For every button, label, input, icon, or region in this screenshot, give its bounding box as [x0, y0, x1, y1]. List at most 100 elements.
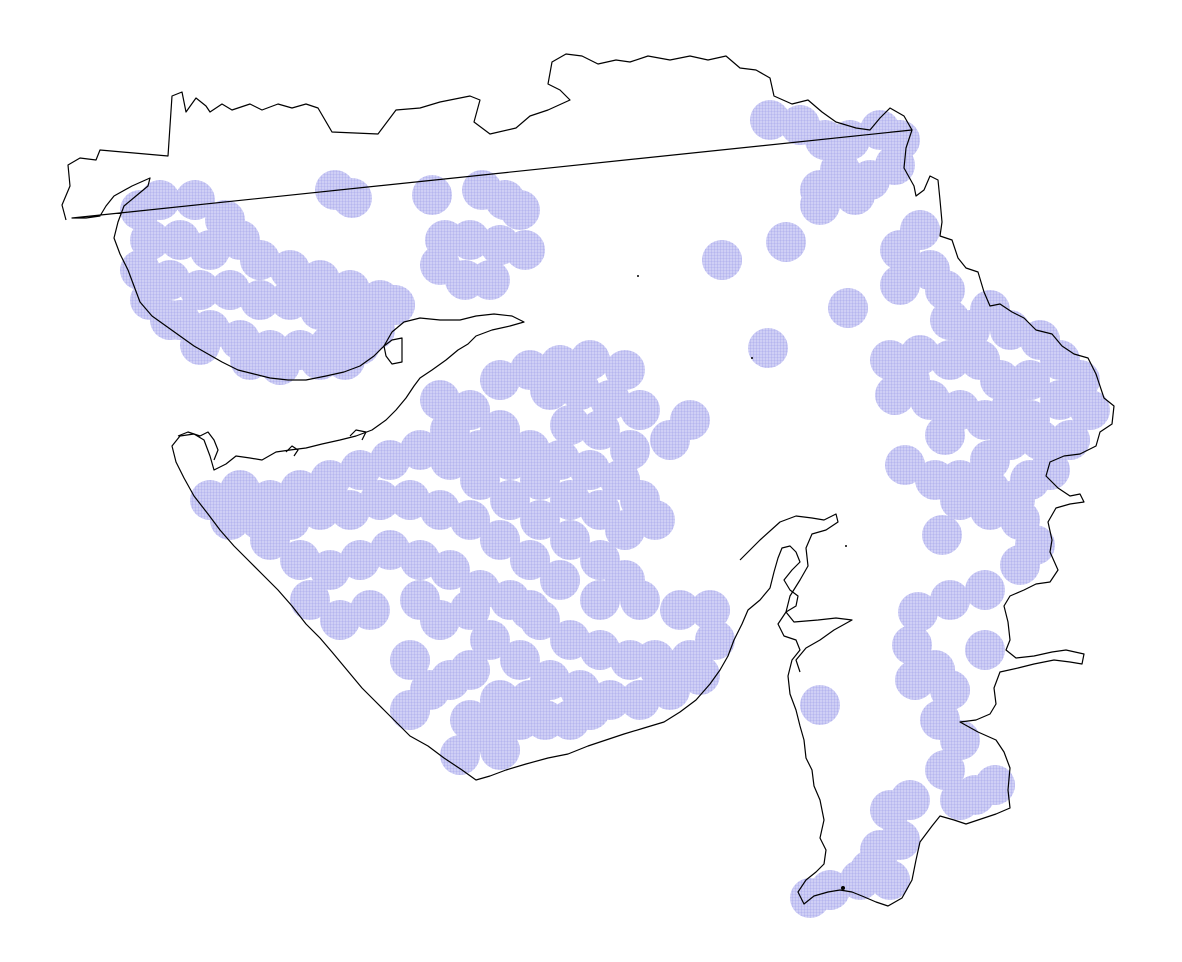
kutch-north-boundary [61, 53, 913, 221]
coverage-buffer [580, 410, 620, 450]
coverage-buffer [650, 670, 690, 710]
coverage-buffer [835, 175, 875, 215]
coverage-buffer [750, 100, 790, 140]
coverage-buffer [140, 180, 180, 220]
coverage-buffer [520, 500, 560, 540]
coverage-buffer [828, 288, 868, 328]
coverage-buffer [1010, 360, 1050, 400]
coverage-buffer [680, 655, 720, 695]
coverage-buffer [695, 620, 735, 660]
coverage-buffer [970, 440, 1010, 480]
coverage-buffer [875, 145, 915, 185]
coverage-buffer [875, 375, 915, 415]
coverage-buffer [390, 690, 430, 730]
coverage-buffer [885, 445, 925, 485]
coverage-buffer [975, 765, 1015, 805]
coverage-buffer [690, 590, 730, 630]
coverage-buffer [510, 540, 550, 580]
boundary-layer [61, 53, 1115, 907]
coverage-buffer [810, 870, 850, 910]
coverage-buffer [430, 440, 470, 480]
coverage-buffer [450, 220, 490, 260]
coverage-buffer [530, 370, 570, 410]
coverage-buffer [605, 350, 645, 390]
coverage-buffer [250, 520, 290, 560]
coverage-buffer [490, 480, 530, 520]
coverage-buffer [490, 440, 530, 480]
coverage-buffer [925, 270, 965, 310]
coverage-buffer [325, 340, 365, 380]
coverage-layer [120, 100, 1110, 918]
coverage-buffer [930, 340, 970, 380]
coverage-buffer [895, 660, 935, 700]
coverage-buffer [898, 592, 938, 632]
coverage-buffer [260, 345, 300, 385]
coverage-buffer [748, 328, 788, 368]
coverage-buffer [350, 590, 390, 630]
coverage-buffer [510, 680, 550, 720]
coverage-buffer [430, 410, 470, 450]
coverage-buffer [550, 520, 590, 560]
coverage-buffer [470, 620, 510, 660]
coverage-buffer [1000, 545, 1040, 585]
coverage-buffer [175, 180, 215, 220]
east-boundary [71, 129, 1115, 907]
coverage-buffer [660, 590, 700, 630]
coverage-buffer [300, 490, 340, 530]
coverage-buffer [880, 265, 920, 305]
coverage-buffer [620, 390, 660, 430]
coverage-buffer [965, 570, 1005, 610]
coverage-buffer [965, 630, 1005, 670]
coverage-buffer [925, 415, 965, 455]
coverage-buffer [1050, 420, 1090, 460]
coverage-buffer [925, 750, 965, 790]
coverage-buffer [480, 520, 520, 560]
coverage-buffer [150, 300, 190, 340]
coverage-buffer [940, 780, 980, 820]
coverage-buffer [570, 690, 610, 730]
coverage-buffer [990, 390, 1030, 430]
coverage-buffer [510, 590, 550, 630]
khambhat-gulf-east [739, 513, 853, 673]
little-rann-inlet [383, 337, 403, 365]
coverage-buffer [540, 560, 580, 600]
coverage-buffer [650, 420, 690, 460]
coverage-buffer [450, 650, 490, 690]
coverage-buffer [635, 640, 675, 680]
coverage-buffer [360, 480, 400, 520]
coverage-buffer [505, 230, 545, 270]
coverage-buffer [440, 735, 480, 775]
coverage-buffer [500, 640, 540, 680]
saurashtra-coast-north [177, 429, 367, 461]
coverage-buffer [480, 730, 520, 770]
coverage-buffer [450, 500, 490, 540]
coverage-buffer [605, 510, 645, 550]
coverage-buffer [470, 260, 510, 300]
coverage-buffer [520, 460, 560, 500]
coverage-buffer [332, 178, 372, 218]
coverage-buffer [930, 580, 970, 620]
coverage-buffer [940, 720, 980, 760]
coverage-buffer [500, 190, 540, 230]
coverage-buffer [800, 185, 840, 225]
coverage-buffer [460, 460, 500, 500]
coverage-buffer [180, 325, 220, 365]
coverage-buffer [1040, 380, 1080, 420]
coverage-buffer [870, 860, 910, 900]
coverage-buffer [450, 590, 490, 630]
coverage-buffer [180, 270, 220, 310]
coverage-buffer [430, 550, 470, 590]
coverage-buffer [900, 210, 940, 250]
coverage-buffer [922, 515, 962, 555]
coverage-buffer [620, 580, 660, 620]
coverage-buffer [390, 640, 430, 680]
coverage-buffer [800, 685, 840, 725]
coverage-buffer [766, 222, 806, 262]
coverage-buffer [412, 175, 452, 215]
coverage-buffer [580, 580, 620, 620]
coverage-buffer [702, 240, 742, 280]
coverage-buffer [240, 280, 280, 320]
coverage-buffer [290, 580, 330, 620]
coverage-buffer [550, 405, 590, 445]
